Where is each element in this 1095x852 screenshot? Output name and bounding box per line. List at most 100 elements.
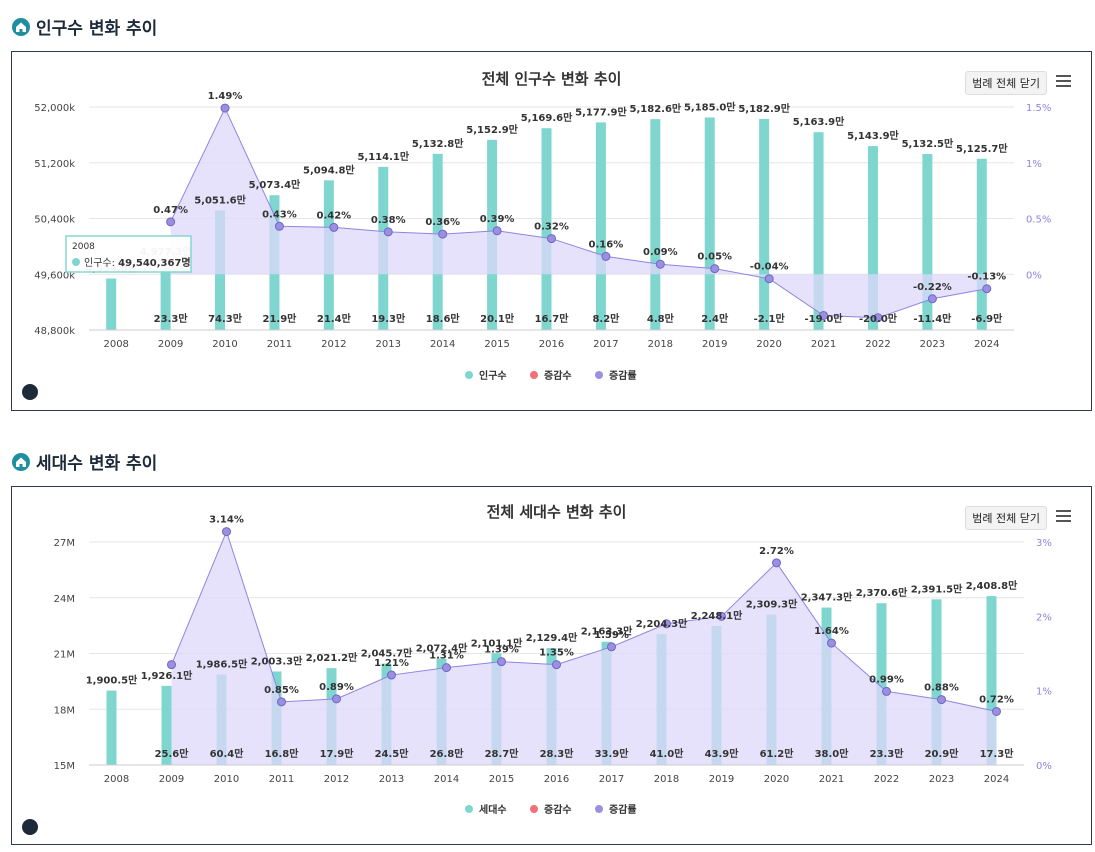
delta-value-label: 60.4만: [210, 747, 245, 760]
bar-value-label: 5,073.4만: [249, 178, 301, 191]
x-tick-label: 2023: [920, 339, 945, 350]
rate-area: [170, 108, 987, 318]
rate-point: [827, 638, 836, 648]
bar-인구수: [704, 117, 715, 330]
delta-value-label: -11.4만: [913, 312, 952, 325]
bar-value-label: 5,182.6만: [630, 102, 682, 115]
delta-value-label: 38.0만: [815, 747, 850, 760]
section-title-household: 세대수 변화 추이: [12, 449, 157, 474]
x-tick-label: 2021: [811, 339, 836, 350]
delta-value-label: 17.9만: [320, 747, 355, 760]
bar-인구수: [650, 119, 661, 330]
bar-세대수: [986, 596, 997, 765]
x-tick-label: 2014: [434, 774, 459, 785]
rate-value-label: -0.22%: [913, 282, 952, 293]
rate-value-label: 0.36%: [425, 217, 460, 228]
bar-세대수: [876, 603, 887, 765]
bar-value-label: 2,129.4만: [526, 631, 578, 644]
delta-value-label: 2.4만: [701, 312, 729, 325]
bar-value-label: 5,152.9만: [466, 123, 518, 136]
bar-value-label: 5,143.9만: [847, 129, 899, 142]
delta-value-label: 74.3만: [208, 312, 243, 325]
y-left-tick-label: 27M: [54, 538, 75, 549]
bar-value-label: 5,169.6만: [521, 111, 573, 124]
bar-인구수: [541, 128, 552, 330]
rate-value-label: 0.88%: [924, 683, 959, 694]
section-title-text: 인구수 변화 추이: [36, 19, 158, 39]
x-tick-label: 2011: [269, 774, 294, 785]
rate-point: [547, 234, 556, 244]
rate-point: [710, 264, 720, 274]
household-chart: 전체 세대수 변화 추이 15M 18M 21M 24M 27M 0% 1% 2% 3% 1,900…: [54, 503, 1052, 816]
rate-point: [166, 217, 176, 227]
section-title-text: 세대수 변화 추이: [36, 454, 158, 474]
rate-point: [607, 642, 616, 652]
bar-value-label: 2,101.1만: [471, 636, 523, 649]
x-tick-label: 2020: [764, 774, 789, 785]
x-tick-label: 2008: [104, 774, 129, 785]
bar-value-label: 2,021.2만: [306, 651, 358, 664]
section-title-population: 인구수 변화 추이: [12, 14, 157, 39]
y-right-tick-label: 0%: [1036, 761, 1052, 772]
x-tick-label: 2017: [599, 774, 624, 785]
delta-value-label: 16.8만: [265, 747, 300, 760]
legend-toggle-button[interactable]: 범례 전체 닫기: [965, 506, 1047, 530]
rate-point: [552, 660, 561, 670]
legend-label: 인구수: [479, 369, 507, 382]
delta-value-label: 20.1만: [480, 312, 515, 325]
rate-value-label: 0.32%: [534, 222, 569, 233]
legend-marker: [465, 805, 473, 813]
home-icon: [12, 17, 30, 36]
legend-toggle-button[interactable]: 범례 전체 닫기: [965, 71, 1047, 95]
y-right-tick-label: 1%: [1036, 687, 1052, 698]
legend-marker: [530, 371, 538, 379]
tooltip-box: [65, 235, 192, 273]
menu-icon[interactable]: [1056, 510, 1071, 522]
x-tick-label: 2021: [819, 774, 844, 785]
bar-인구수: [867, 146, 878, 330]
x-tick-label: 2013: [379, 774, 404, 785]
bar-value-label: 5,177.9만: [575, 105, 627, 118]
delta-value-label: 23.3만: [154, 312, 189, 325]
bar-인구수: [922, 154, 933, 330]
delta-value-label: 8.2만: [592, 312, 620, 325]
legend-label: 증감수: [544, 370, 572, 382]
rate-area: [171, 531, 997, 765]
chart-title: 전체 인구수 변화 추이: [482, 70, 622, 88]
x-tick-label: 2018: [648, 339, 673, 350]
rate-point: [438, 229, 448, 239]
rate-point: [492, 226, 502, 236]
y-right-tick-label: 0%: [1026, 270, 1042, 281]
delta-value-label: 16.7만: [535, 312, 570, 325]
bar-value-label: 2,204.3만: [636, 617, 688, 630]
y-right-tick-label: 1%: [1026, 159, 1042, 170]
rate-point: [383, 227, 393, 237]
rate-value-label: 1.39%: [484, 645, 519, 656]
y-left-tick-label: 49,600k: [34, 270, 75, 281]
x-tick-label: 2015: [484, 339, 509, 350]
x-tick-label: 2019: [702, 339, 727, 350]
legend-label: 증감률: [609, 804, 637, 816]
delta-value-label: 23.3만: [870, 747, 905, 760]
tooltip-marker: [72, 258, 80, 266]
rate-value-label: 0.85%: [264, 685, 299, 696]
delta-value-label: 21.9만: [263, 312, 298, 325]
x-tick-label: 2017: [593, 339, 618, 350]
y-left-tick-label: 15M: [54, 761, 75, 772]
bar-value-label: 1,986.5만: [196, 658, 248, 671]
delta-value-label: 41.0만: [650, 747, 685, 760]
rate-point: [927, 294, 937, 304]
y-right-tick-label: 1.5%: [1026, 103, 1051, 114]
legend-marker: [595, 805, 603, 813]
rate-value-label: 0.89%: [319, 682, 354, 693]
bar-value-label: 5,125.7만: [956, 142, 1008, 155]
y-left-tick-label: 18M: [54, 705, 75, 716]
rate-value-label: 0.38%: [371, 215, 406, 226]
rate-point: [442, 663, 451, 673]
delta-value-label: -19.0만: [805, 312, 844, 325]
bar-value-label: 2,163.3만: [581, 625, 633, 638]
menu-icon[interactable]: [1056, 75, 1071, 87]
rate-point: [819, 311, 829, 321]
x-tick-label: 2013: [376, 339, 401, 350]
rate-point: [772, 558, 781, 568]
